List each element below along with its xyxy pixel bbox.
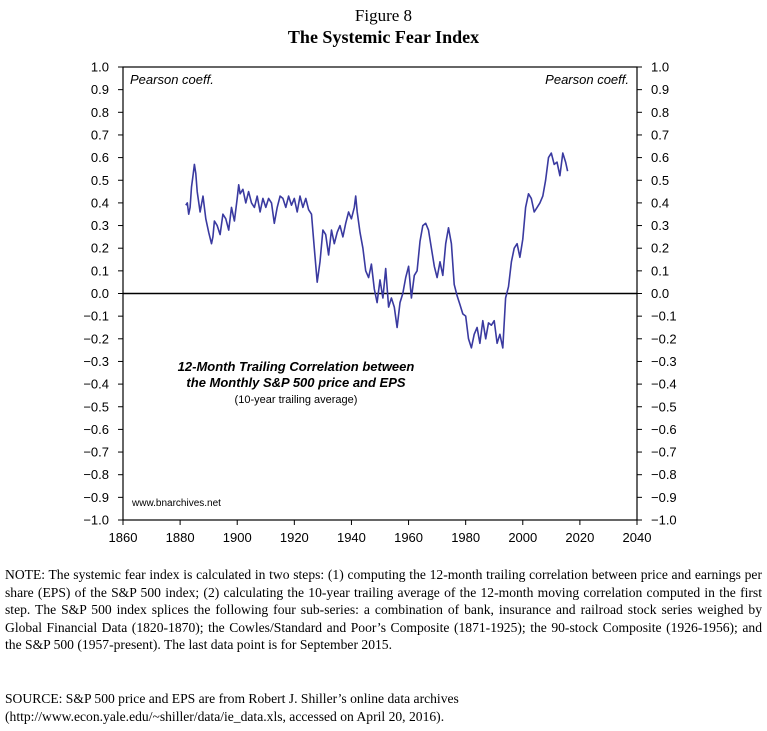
y-tick-label-right: −0.6 bbox=[651, 422, 677, 437]
y-tick-label-left: −0.5 bbox=[83, 399, 109, 414]
y-tick-label-left: −0.4 bbox=[83, 377, 109, 392]
y-tick-label-left: −0.7 bbox=[83, 445, 109, 460]
x-tick-label: 2040 bbox=[623, 530, 652, 545]
source-line-2: (http://www.econ.yale.edu/~shiller/data/… bbox=[5, 708, 445, 724]
y-tick-label-right: −1.0 bbox=[651, 513, 677, 528]
y-tick-label-left: 0.7 bbox=[91, 127, 109, 142]
y-tick-label-right: 0.2 bbox=[651, 241, 669, 256]
y-tick-label-right: 0.1 bbox=[651, 263, 669, 278]
y-tick-label-right: −0.7 bbox=[651, 445, 677, 460]
y-tick-label-left: 0.3 bbox=[91, 218, 109, 233]
y-tick-label-right: −0.3 bbox=[651, 354, 677, 369]
y-tick-label-left: −0.2 bbox=[83, 331, 109, 346]
y-tick-label-left: 0.4 bbox=[91, 195, 109, 210]
y-tick-label-left: 0.9 bbox=[91, 82, 109, 97]
fear-index-chart: 1.0 1.0 0.9 0.9 0.8 0.8 0.7 0.7 0.6 0.6 0.5 0.5 0.4 0… bbox=[83, 60, 677, 546]
y-tick-label-left: 0.1 bbox=[91, 263, 109, 278]
y-tick-label-right: 0.4 bbox=[651, 195, 669, 210]
y-tick-label-right: 0.0 bbox=[651, 286, 669, 301]
x-tick-label: 1860 bbox=[109, 530, 138, 545]
y-tick-label-right: −0.8 bbox=[651, 467, 677, 482]
annotation-line-1: 12-Month Trailing Correlation between bbox=[178, 359, 415, 374]
annotation-line-3: (10-year trailing average) bbox=[235, 394, 358, 406]
note-text: NOTE: The systemic fear index is calcula… bbox=[5, 567, 762, 652]
figure-title: The Systemic Fear Index bbox=[287, 27, 480, 47]
x-tick-label: 1960 bbox=[394, 530, 423, 545]
y-tick-label-left: 0.8 bbox=[91, 105, 109, 120]
x-tick-label: 1880 bbox=[166, 530, 195, 545]
y-tick-label-left: −1.0 bbox=[83, 513, 109, 528]
y-tick-label-right: 0.7 bbox=[651, 127, 669, 142]
x-tick-label: 1980 bbox=[451, 530, 480, 545]
y-tick-label-left: −0.9 bbox=[83, 490, 109, 505]
y-tick-label-left: 0.6 bbox=[91, 150, 109, 165]
y-tick-label-left: −0.1 bbox=[83, 309, 109, 324]
y-tick-label-right: 1.0 bbox=[651, 60, 669, 75]
y-tick-label-right: 0.3 bbox=[651, 218, 669, 233]
y-tick-label-right: −0.1 bbox=[651, 309, 677, 324]
y-tick-label-left: 0.2 bbox=[91, 241, 109, 256]
x-tick-label: 2000 bbox=[508, 530, 537, 545]
x-tick-label: 1920 bbox=[280, 530, 309, 545]
y-tick-label-right: 0.5 bbox=[651, 173, 669, 188]
y-tick-label-left: 0.5 bbox=[91, 173, 109, 188]
y-tick-label-left: −0.8 bbox=[83, 467, 109, 482]
figure-number: Figure 8 bbox=[354, 6, 413, 25]
y-tick-label-left: −0.6 bbox=[83, 422, 109, 437]
y-tick-label-right: 0.9 bbox=[651, 82, 669, 97]
x-tick-label: 1940 bbox=[337, 530, 366, 545]
x-tick-label: 1900 bbox=[223, 530, 252, 545]
annotation-line-2: the Monthly S&P 500 price and EPS bbox=[186, 375, 405, 390]
series-line bbox=[185, 152, 569, 349]
x-tick-label: 2020 bbox=[565, 530, 594, 545]
y-tick-label-right: 0.6 bbox=[651, 150, 669, 165]
y-tick-label-right: −0.9 bbox=[651, 490, 677, 505]
source-line-1: SOURCE: S&P 500 price and EPS are from R… bbox=[5, 691, 459, 706]
y-tick-label-right: 0.8 bbox=[651, 105, 669, 120]
watermark-text: www.bnarchives.net bbox=[131, 498, 221, 509]
y-tick-label-left: 0.0 bbox=[91, 286, 109, 301]
source-text: SOURCE: S&P 500 price and EPS are from R… bbox=[5, 690, 762, 725]
y-tick-label-right: −0.5 bbox=[651, 399, 677, 414]
right-axis-label: Pearson coeff. bbox=[545, 72, 629, 87]
y-tick-label-left: −0.3 bbox=[83, 354, 109, 369]
y-tick-label-right: −0.4 bbox=[651, 377, 677, 392]
y-tick-label-left: 1.0 bbox=[91, 60, 109, 75]
left-axis-label: Pearson coeff. bbox=[130, 72, 214, 87]
y-tick-label-right: −0.2 bbox=[651, 331, 677, 346]
